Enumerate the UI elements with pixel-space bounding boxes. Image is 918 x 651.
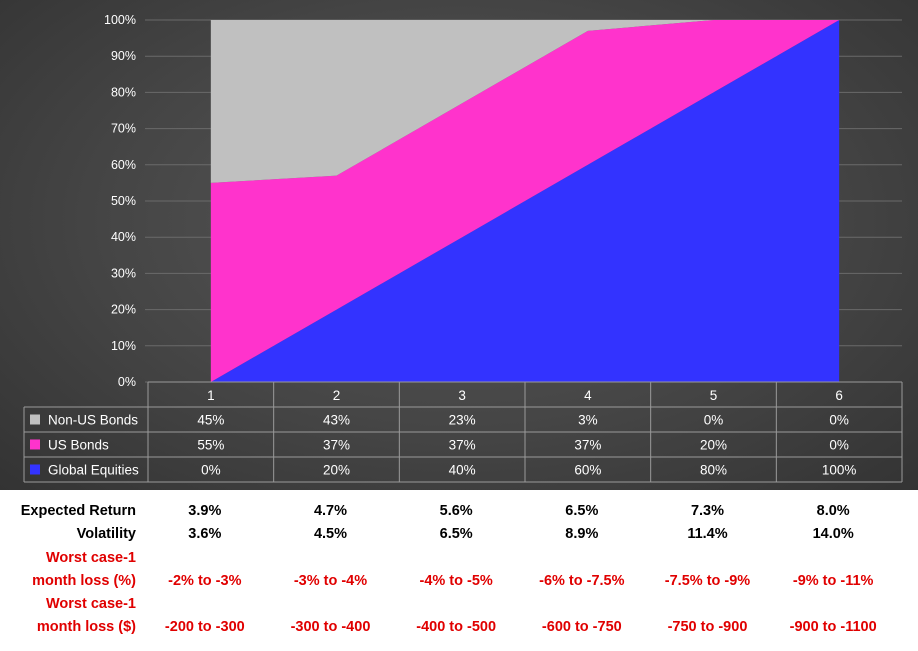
stats-row: month loss (%) -2% to -3% -3% to -4% -4% to… [0, 569, 918, 593]
stats-row-label: Expected Return [20, 503, 136, 519]
stats-value: -3% to -4% [293, 573, 368, 589]
portfolio-stats-table: Expected Return 3.9% 4.7% 5.6% 6.5% 7.3% 8.0% V… [0, 490, 918, 651]
stats-value: 11.4% [687, 526, 728, 542]
stats-value: 7.3% [690, 503, 725, 519]
stats-value: 14.0% [812, 526, 854, 542]
stats-row: Volatility 3.6% 4.5% 6.5% 8.9% 11.4% 14.0% [0, 522, 918, 546]
stats-value: -9% to -11% [792, 573, 874, 589]
y-tick-label: 60% [111, 158, 136, 172]
data-label: 0% [201, 463, 221, 478]
stats-value: -4% to -5% [419, 573, 493, 589]
data-label: 37% [449, 438, 476, 453]
stacked-area-chart: 0% 10% 20% 30% 40% 50% 60% 70% 80% 90% 100% 1 2 3 4 5 6 N… [23, 13, 903, 483]
stats-value: -2% to -3% [168, 573, 242, 589]
stats-value: 6.5% [565, 503, 599, 519]
stats-row: month loss ($) -200 to -300 -300 to -400 -4… [0, 615, 918, 639]
stats-value: 8.0% [816, 503, 850, 519]
stats-value: -400 to -500 [416, 619, 497, 635]
stats-value: 3.6% [188, 526, 222, 542]
data-label: 45% [197, 413, 224, 428]
stats-value: 4.5% [313, 526, 348, 542]
x-category-label: 4 [584, 388, 592, 403]
data-label: 80% [700, 463, 727, 478]
y-tick-label: 80% [111, 85, 136, 99]
y-tick-label: 100% [104, 13, 136, 27]
legend-swatch [30, 464, 40, 475]
stats-row-label: month loss ($) [36, 619, 136, 635]
x-category-label: 1 [207, 388, 215, 403]
area-us-bonds [210, 20, 840, 382]
x-category-label: 5 [710, 388, 718, 403]
stats-value: 8.9% [565, 526, 599, 542]
legend-label: US Bonds [48, 438, 109, 453]
data-label: 23% [449, 413, 476, 428]
y-tick-label: 20% [111, 303, 136, 317]
legend-label: Non-US Bonds [48, 413, 138, 428]
stats-value: -7.5% to -9% [664, 573, 751, 589]
y-tick-label: 10% [111, 339, 136, 353]
area-global-equities [210, 20, 840, 382]
y-tick-label: 40% [111, 230, 136, 244]
stats-row: Expected Return 3.9% 4.7% 5.6% 6.5% 7.3% 8.0% [0, 499, 918, 523]
y-tick-label: 30% [111, 266, 136, 280]
stats-value: 4.7% [313, 503, 348, 519]
data-label: 20% [700, 438, 727, 453]
stats-value: 5.6% [439, 503, 473, 519]
chart-area: 0% 10% 20% 30% 40% 50% 60% 70% 80% 90% 100% 1 2 3 4 5 6 N… [0, 0, 918, 490]
data-label: 37% [323, 438, 350, 453]
data-label: 40% [449, 463, 476, 478]
stats-row-label: Worst case-1 [46, 550, 136, 566]
stats-row: Worst case-1 [0, 546, 918, 570]
stats-row-label: Worst case-1 [46, 596, 136, 612]
data-label: 0% [829, 413, 849, 428]
data-label: 100% [822, 463, 857, 478]
stats-value: -300 to -400 [290, 619, 371, 635]
stats-value: -600 to -750 [541, 619, 622, 635]
legend-swatch [30, 439, 40, 450]
data-label: 60% [574, 463, 601, 478]
y-tick-label: 70% [111, 122, 136, 136]
x-category-label: 2 [333, 388, 341, 403]
stats-value: -6% to -7.5% [539, 573, 625, 589]
x-category-label: 3 [458, 388, 466, 403]
stats-value: -750 to -900 [667, 619, 748, 635]
data-label: 0% [704, 413, 724, 428]
stats-value: -200 to -300 [164, 619, 245, 635]
data-label: 20% [323, 463, 350, 478]
data-label: 43% [323, 413, 350, 428]
stats-value: 3.9% [188, 503, 222, 519]
legend-swatch [30, 414, 40, 425]
x-category-label: 6 [835, 388, 843, 403]
data-label: 37% [574, 438, 601, 453]
legend-label: Global Equities [48, 463, 139, 478]
y-tick-label: 90% [111, 49, 136, 63]
stats-row-label: month loss (%) [32, 573, 136, 589]
y-tick-label: 0% [118, 375, 136, 389]
data-label: 55% [197, 438, 224, 453]
stats-value: 6.5% [439, 526, 473, 542]
y-tick-label: 50% [111, 194, 136, 208]
data-label: 3% [578, 413, 598, 428]
stats-row-label: Volatility [76, 526, 136, 542]
stats-row: Worst case-1 [0, 592, 918, 616]
area-non-us-bonds [210, 20, 840, 183]
stats-value: -900 to -1100 [789, 619, 877, 635]
data-label: 0% [829, 438, 849, 453]
